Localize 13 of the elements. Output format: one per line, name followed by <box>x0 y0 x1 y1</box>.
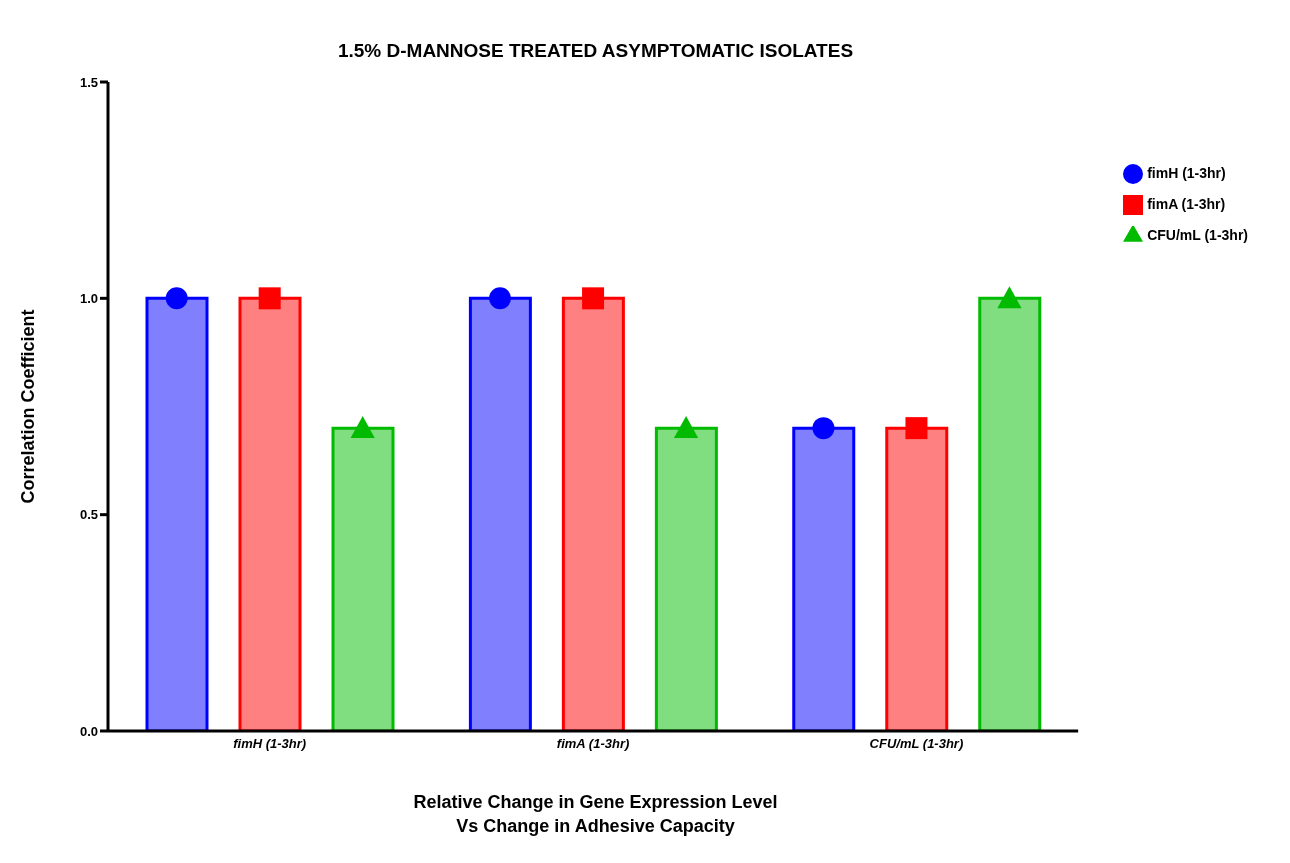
x-tick-label: fimA (1-3hr) <box>556 736 630 752</box>
y-axis-title: Correlation Coefficient <box>18 309 39 504</box>
x-axis-title: Relative Change in Gene Expression Level Vs Change in Adhesive Capacity <box>412 791 779 838</box>
y-tick-label: 1.0 <box>79 290 98 306</box>
x-tick-label: CFU/mL (1-3hr) <box>869 736 964 752</box>
y-tick-label: 0.0 <box>79 723 98 739</box>
legend-label: CFU/mL (1-3hr) <box>1147 227 1248 243</box>
chart-title: 1.5% D-MANNOSE TREATED ASYMPTOMATIC ISOLATES <box>336 40 855 62</box>
y-tick-label: 0.5 <box>79 507 98 523</box>
y-tick-label: 1.5 <box>79 74 98 90</box>
x-tick-label: fimH (1-3hr) <box>233 736 307 752</box>
legend-label: fimH (1-3hr) <box>1147 165 1226 181</box>
legend-label: fimA (1-3hr) <box>1147 196 1226 212</box>
